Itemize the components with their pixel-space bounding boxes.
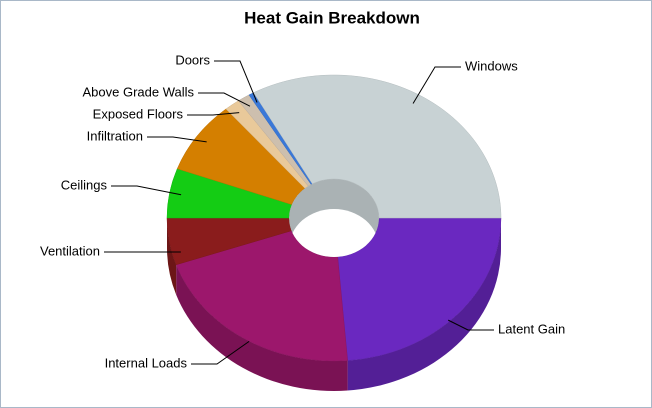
hole	[289, 179, 379, 257]
leader-line	[198, 92, 251, 107]
slice-label: Internal Loads	[105, 355, 188, 370]
hole-floor	[289, 209, 379, 257]
leader-line	[147, 136, 207, 143]
labels: Latent Gain Internal Loads Ventilation Ceil…	[40, 52, 565, 370]
slice-side	[167, 218, 177, 295]
leader-line	[191, 340, 250, 365]
slice-label: Infiltration	[87, 128, 143, 143]
slice-label: Latent Gain	[498, 321, 565, 336]
slice-label: Above Grade Walls	[82, 84, 194, 99]
slice	[337, 217, 502, 361]
chart-title: Heat Gain Breakdown	[244, 8, 420, 27]
sides	[167, 218, 501, 392]
leader-line	[111, 185, 182, 196]
slice-label: Ventilation	[40, 243, 100, 258]
tops	[166, 74, 502, 362]
slice-side	[347, 218, 501, 391]
leader-line	[187, 112, 240, 116]
slice-label: Windows	[465, 58, 518, 73]
slice-label: Ceilings	[61, 177, 108, 192]
leader-line	[214, 60, 258, 103]
slice-label: Exposed Floors	[93, 106, 184, 121]
leader-line	[447, 319, 494, 331]
slice-side	[176, 264, 348, 392]
leader-line	[412, 66, 461, 104]
slice-label: Doors	[175, 52, 210, 67]
